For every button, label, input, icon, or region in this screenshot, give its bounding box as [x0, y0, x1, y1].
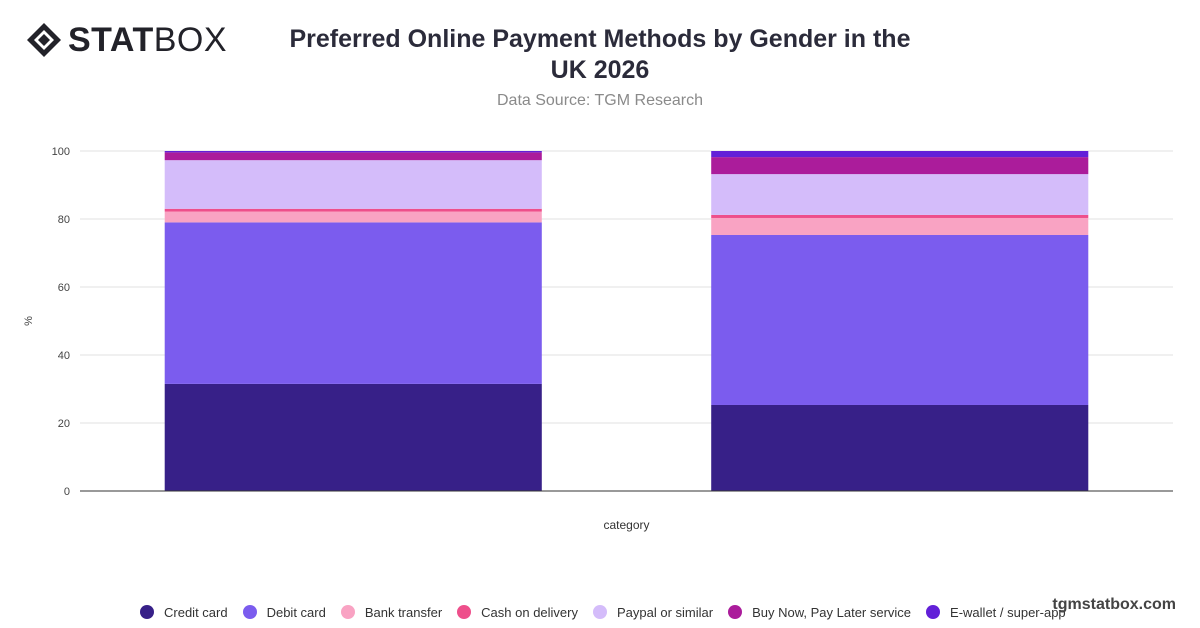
bar-segment-paypal-or-similar	[711, 174, 1089, 215]
chart-legend: Credit card Debit card Bank transfer Cash o…	[140, 601, 1070, 623]
legend-swatch	[926, 605, 941, 619]
legend-item[interactable]: Debit card	[242, 604, 326, 620]
diamond-logo-icon	[27, 23, 61, 57]
chart-title: Preferred Online Payment Methods by Gend…	[250, 24, 950, 86]
bar-segment-credit-card	[711, 404, 1089, 491]
x-axis-label: category	[603, 518, 649, 532]
legend-swatch	[140, 605, 154, 619]
legend-swatch	[242, 605, 257, 619]
bar-segment-debit-card	[711, 234, 1089, 405]
axes: 0 20 40 60 80 100% category	[23, 146, 1173, 532]
bar-segment-credit-card	[164, 383, 542, 491]
y-tick-label: 80	[58, 214, 70, 226]
bar-segment-bank-transfer	[711, 217, 1089, 235]
legend-label: Buy Now, Pay Later service	[752, 604, 912, 620]
y-tick-label: 20	[58, 418, 70, 430]
legend-label: Debit card	[266, 604, 326, 620]
legend-swatch	[728, 605, 743, 619]
bar-segment-e-wallet-super-app-pay	[164, 151, 542, 153]
chart-title-line-1: Preferred Online Payment Methods by Gend…	[289, 25, 911, 53]
legend-label: Paypal or similar	[616, 604, 714, 620]
bar-segment-paypal-or-similar	[164, 160, 542, 209]
watermark: tgmstatbox.com	[1052, 596, 1176, 613]
legend-item[interactable]: Buy Now, Pay Later service	[728, 605, 911, 620]
legend-item[interactable]: Cash on delivery	[457, 605, 578, 620]
legend-label: Bank transfer	[364, 604, 443, 620]
bar-stacks	[164, 151, 1089, 491]
chart-title-line-2: UK 2026	[550, 56, 650, 84]
y-axis-label: %	[23, 316, 35, 326]
logo-wordmark: STATBOX	[68, 21, 228, 59]
legend-item[interactable]: Paypal or similar	[592, 604, 714, 620]
y-tick-label: 40	[58, 350, 70, 362]
statbox-logo: STATBOX	[26, 22, 227, 58]
y-tick-label: 0	[64, 486, 70, 498]
legend-swatch	[340, 605, 355, 619]
legend-label: Credit card	[164, 604, 228, 620]
legend-item[interactable]: E-wallet / super-app pay	[926, 605, 1070, 620]
bar-segment-buy-now-pay-later-service	[164, 152, 542, 161]
y-tick-label: 100	[52, 146, 70, 158]
y-tick-label: 60	[58, 282, 70, 294]
legend-swatch	[457, 605, 472, 619]
chart-subtitle: Data Source: TGM Research	[496, 92, 703, 109]
bar-segment-cash-on-delivery	[164, 208, 542, 212]
legend-label: E-wallet / super-app pay	[950, 604, 1070, 620]
legend-swatch	[592, 605, 607, 619]
bar-segment-cash-on-delivery	[711, 214, 1089, 218]
legend-item[interactable]: Credit card	[140, 605, 228, 620]
bar-segment-e-wallet-super-app-pay	[711, 151, 1089, 158]
legend-label: Cash on delivery	[481, 604, 578, 620]
bar-segment-debit-card	[164, 222, 542, 384]
bar-segment-bank-transfer	[164, 211, 542, 223]
bar-segment-buy-now-pay-later-service	[711, 157, 1089, 175]
legend-item[interactable]: Bank transfer	[340, 604, 443, 620]
